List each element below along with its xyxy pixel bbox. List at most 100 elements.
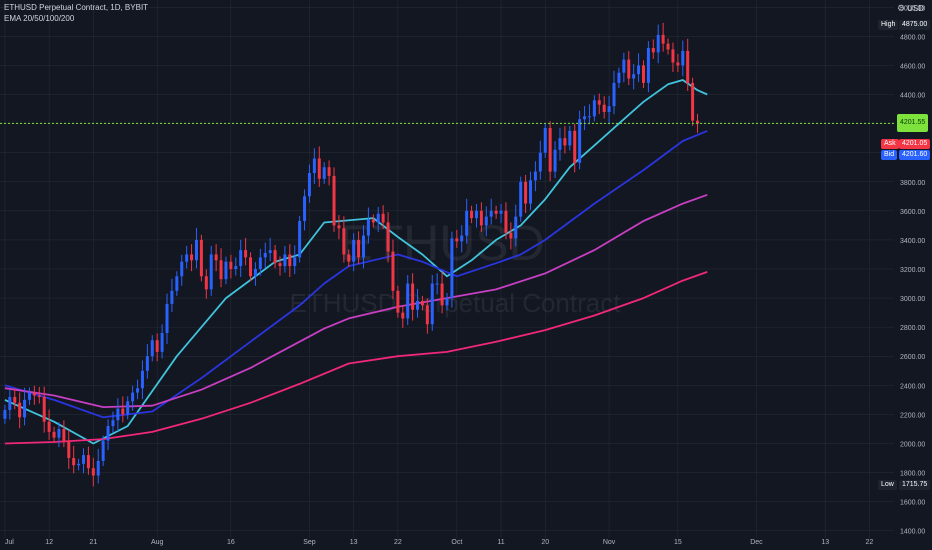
- candle: [165, 293, 169, 344]
- chart-grid: [0, 0, 894, 538]
- candle: [298, 215, 302, 263]
- candle: [440, 271, 444, 314]
- candle: [435, 273, 439, 295]
- candle: [361, 225, 365, 269]
- candle: [145, 344, 149, 379]
- candle: [563, 126, 567, 154]
- candle: [484, 206, 488, 237]
- price-tick-label: 2400.00: [900, 383, 925, 390]
- ema-line-ema100: [4, 193, 708, 409]
- candle: [681, 40, 685, 77]
- low-label: Low: [878, 479, 897, 490]
- last-price-label: 4201.55: [897, 114, 929, 133]
- candle: [450, 231, 454, 308]
- candle: [3, 404, 7, 424]
- price-tick-label: 3000.00: [900, 296, 925, 303]
- ema-line-ema20: [4, 79, 708, 445]
- candle: [529, 171, 533, 211]
- candle: [465, 198, 469, 244]
- settings-icon[interactable]: ⚙: [897, 3, 906, 13]
- candle: [101, 435, 105, 467]
- candle: [622, 52, 626, 83]
- candle: [224, 256, 228, 285]
- time-axis[interactable]: Jul 12 21 Aug 16 Sep 13 22 Oct 11 20 Nov 15 Dec 13 22: [5, 539, 874, 546]
- candle: [170, 278, 174, 312]
- candle: [332, 167, 336, 232]
- candle: [121, 396, 125, 423]
- price-tick-label: 3600.00: [900, 209, 925, 216]
- high-label: High: [878, 20, 899, 31]
- candle: [587, 104, 591, 125]
- candle: [691, 77, 695, 126]
- candle: [307, 164, 311, 203]
- candle: [244, 238, 248, 266]
- candle: [249, 252, 253, 282]
- price-tick-label: 4600.00: [900, 63, 925, 70]
- price-tick-label: 2600.00: [900, 354, 925, 361]
- time-tick-label: 13: [821, 539, 829, 546]
- candle: [509, 222, 513, 250]
- time-tick-label: 11: [497, 539, 504, 546]
- candle: [612, 70, 616, 115]
- candle: [278, 256, 282, 276]
- candle: [91, 457, 95, 487]
- candle: [342, 216, 346, 263]
- candle: [77, 458, 81, 471]
- ask-value-label: 4201.05: [899, 139, 931, 150]
- ema-line-ema200: [4, 271, 708, 445]
- price-tick-label: 1600.00: [900, 500, 925, 507]
- candle: [641, 60, 645, 88]
- candle: [126, 396, 130, 420]
- candle: [479, 202, 483, 232]
- candle: [543, 122, 547, 158]
- candle: [312, 148, 316, 184]
- time-tick-label: 22: [866, 539, 874, 546]
- candle: [357, 231, 361, 264]
- candle: [499, 204, 503, 224]
- time-tick-label: Nov: [603, 539, 616, 546]
- candle: [352, 233, 356, 272]
- candle: [430, 274, 434, 331]
- candle: [160, 324, 164, 359]
- candle: [234, 257, 238, 276]
- currency-selector[interactable]: ⚙ USD: [897, 3, 924, 14]
- candle: [676, 53, 680, 72]
- candle: [391, 239, 395, 299]
- candle: [327, 160, 331, 186]
- candle: [18, 392, 22, 429]
- candle: [37, 386, 41, 404]
- time-tick-label: 20: [541, 539, 549, 546]
- candle: [116, 398, 120, 432]
- price-axis[interactable]: 1400.00 1600.00 1800.00 2000.00 2200.00 2400.…: [900, 5, 925, 535]
- price-tick-label: 3200.00: [900, 267, 925, 274]
- candle: [381, 205, 385, 230]
- time-tick-label: Sep: [303, 539, 316, 546]
- candle: [420, 295, 424, 311]
- candle: [136, 379, 140, 400]
- candle: [288, 244, 292, 277]
- candle: [175, 271, 179, 296]
- candle: [150, 335, 154, 362]
- ask-label: Ask: [881, 139, 899, 150]
- candle: [52, 426, 56, 443]
- price-tick-label: 4800.00: [900, 34, 925, 41]
- currency-label: USD: [907, 4, 924, 13]
- candle: [283, 245, 287, 273]
- candle: [533, 161, 537, 192]
- candle: [253, 262, 257, 286]
- candle: [686, 38, 690, 91]
- candle: [583, 106, 587, 131]
- time-tick-label: Jul: [5, 539, 14, 546]
- high-label-text: High: [881, 21, 896, 29]
- candle: [558, 127, 562, 161]
- candle: [190, 244, 194, 272]
- candle: [396, 285, 400, 318]
- candle: [239, 239, 243, 277]
- candle: [671, 42, 675, 72]
- ema-lines: [4, 79, 708, 445]
- indicator-legend[interactable]: EMA 20/50/100/200: [4, 14, 75, 23]
- low-value-label: 1715.75: [899, 479, 931, 490]
- candle: [258, 248, 262, 276]
- candle: [111, 411, 115, 433]
